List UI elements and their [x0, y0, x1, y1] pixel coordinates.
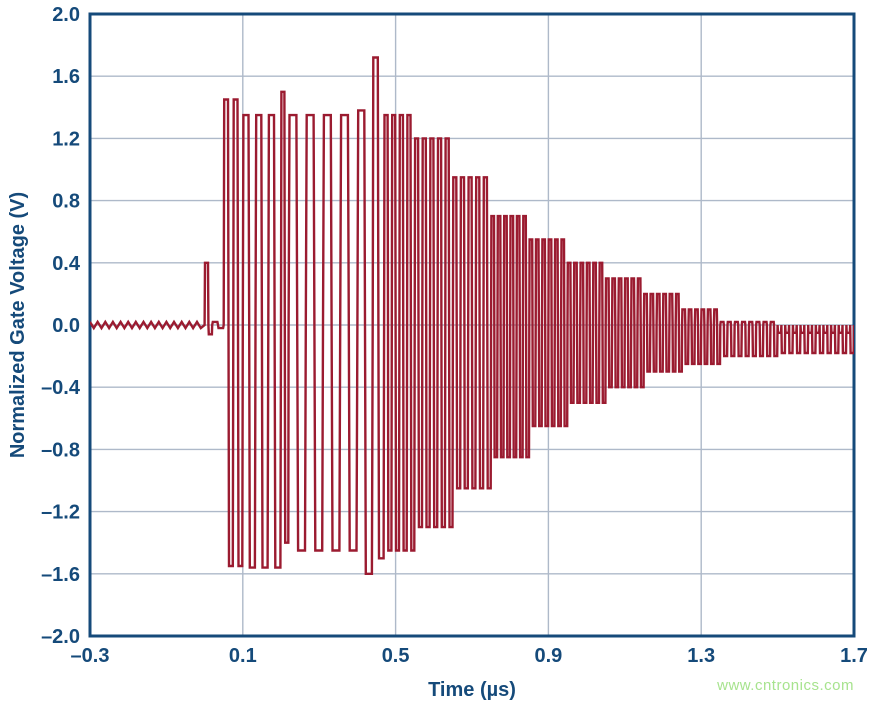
- chart-svg: –0.3 0.1 0.5 0.9 1.3 1.7 –2.0 –1.6 –1.2 –0.8 –0.4 0…: [0, 0, 874, 708]
- y-tick-label: 0.0: [52, 315, 80, 337]
- y-tick-label: 0.8: [52, 191, 80, 213]
- x-tick-label: –0.3: [71, 645, 110, 667]
- y-tick-label: 1.2: [52, 128, 80, 150]
- y-tick-label: –2.0: [41, 626, 80, 648]
- x-tick-label: 1.3: [687, 645, 715, 667]
- x-tick-label: 0.9: [534, 645, 562, 667]
- x-tick-label: 0.5: [382, 645, 410, 667]
- watermark: www.cntronics.com: [717, 677, 854, 694]
- y-tick-label: 0.4: [52, 253, 81, 275]
- x-axis-label: Time (µs): [428, 679, 516, 701]
- y-tick-label: –0.8: [41, 439, 80, 461]
- y-tick-label: 1.6: [52, 66, 80, 88]
- y-axis-label: Normalized Gate Voltage (V): [7, 192, 29, 458]
- x-tick-label: 0.1: [229, 645, 257, 667]
- y-tick-label: –0.4: [41, 377, 81, 399]
- y-tick-label: –1.2: [41, 502, 80, 524]
- x-tick-label: 1.7: [840, 645, 868, 667]
- gate-voltage-chart: –0.3 0.1 0.5 0.9 1.3 1.7 –2.0 –1.6 –1.2 –0.8 –0.4 0…: [0, 0, 874, 708]
- y-tick-label: –1.6: [41, 564, 80, 586]
- y-tick-label: 2.0: [52, 4, 80, 26]
